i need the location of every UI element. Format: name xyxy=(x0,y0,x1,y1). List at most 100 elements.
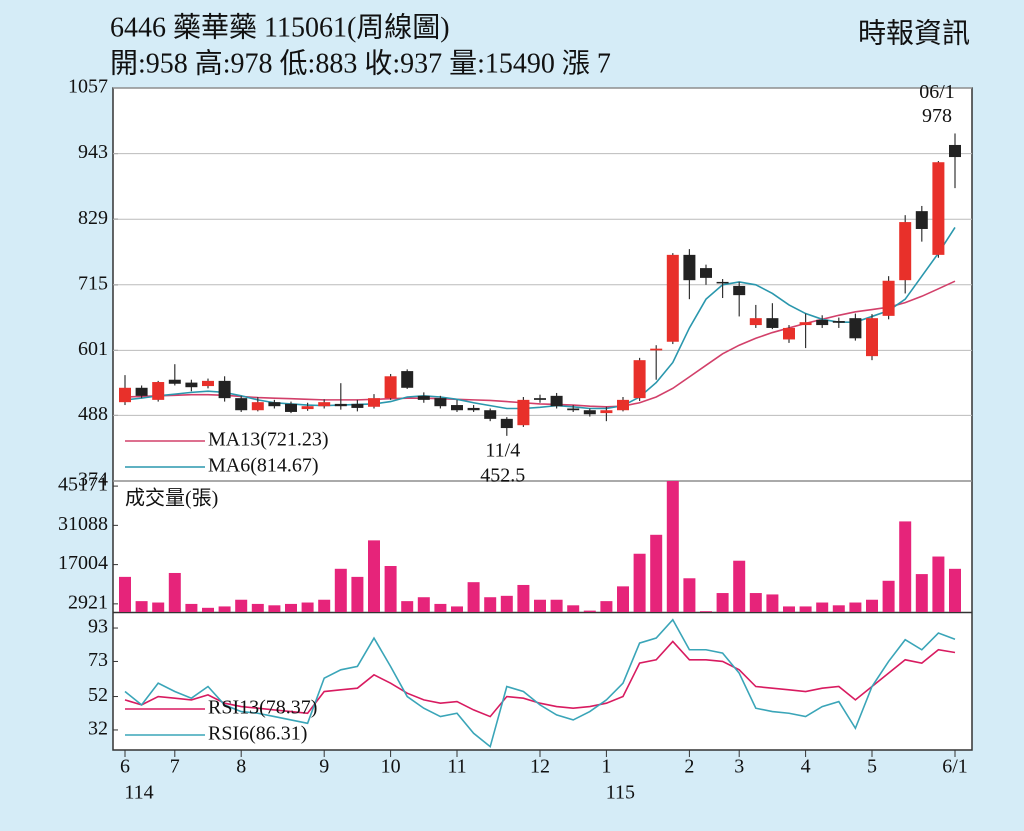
volume-bar xyxy=(168,572,181,612)
y-tick-label: 52 xyxy=(88,684,108,706)
volume-bar xyxy=(700,611,712,612)
volume-bar xyxy=(318,599,331,612)
volume-bar xyxy=(866,599,878,612)
volume-bar xyxy=(550,599,563,612)
candle-body xyxy=(517,399,530,426)
x-tick-label: 6 xyxy=(120,756,130,778)
candle-body xyxy=(168,379,181,384)
volume-bar xyxy=(899,521,912,612)
x-tick-label: 4 xyxy=(801,756,811,778)
x-tick-label: 2 xyxy=(684,756,694,778)
candle-body xyxy=(783,327,795,340)
volume-bar xyxy=(949,568,961,612)
y-tick-label: 715 xyxy=(78,272,108,294)
candle-body xyxy=(899,222,912,281)
candle-body xyxy=(401,371,414,388)
volume-bar xyxy=(650,534,663,612)
volume-bar xyxy=(401,601,414,612)
volume-bar xyxy=(251,603,264,612)
y-tick-label: 93 xyxy=(88,616,108,638)
volume-bar xyxy=(534,599,546,612)
source: 時報資訊 xyxy=(858,17,970,49)
y-tick-label: 488 xyxy=(78,403,108,425)
volume-bar xyxy=(683,578,696,612)
candle-body xyxy=(384,376,397,399)
candle-body xyxy=(683,254,696,281)
volume-bar xyxy=(849,602,862,612)
y-tick-label: 73 xyxy=(88,649,108,671)
volume-bar xyxy=(832,605,845,612)
line xyxy=(124,640,956,718)
quote: 開:958 高:978 低:883 收:937 量:15490 漲 7 xyxy=(110,47,611,79)
candle-body xyxy=(866,318,878,357)
candle-body xyxy=(849,318,862,339)
candle-body xyxy=(915,211,928,229)
candle-body xyxy=(749,318,762,326)
volume-bar xyxy=(334,568,347,612)
candle-body xyxy=(700,268,712,278)
volume-bar xyxy=(301,602,314,612)
candle-body xyxy=(467,407,480,411)
volume-bar xyxy=(617,586,629,612)
series-group xyxy=(124,618,956,749)
candle-body xyxy=(666,254,679,342)
y-tick-label: 17004 xyxy=(58,552,108,574)
y-tick-label: 374 xyxy=(78,469,108,491)
volume-bar xyxy=(783,606,795,612)
candle-body xyxy=(650,348,663,351)
volume-bar xyxy=(467,582,480,612)
candle-body xyxy=(135,387,148,396)
candle-body xyxy=(766,318,779,328)
candle-body xyxy=(152,382,165,400)
volume-bar xyxy=(882,580,895,612)
candle-body xyxy=(484,410,497,419)
legend-label: RSI13(78.37) xyxy=(208,697,317,719)
volume-bar xyxy=(119,576,131,612)
x-tick-label: 7 xyxy=(170,756,180,778)
candle-body xyxy=(733,285,746,296)
volume-bar xyxy=(600,601,613,612)
x-tick-label: 9 xyxy=(319,756,329,778)
legend-label: MA6(814.67) xyxy=(208,455,319,477)
x-year-label: 114 xyxy=(124,782,153,804)
volume-bar xyxy=(633,553,646,612)
volume-bar xyxy=(583,610,596,612)
volume-bar xyxy=(135,601,148,612)
volume-bar xyxy=(451,606,463,612)
y-tick-label: 2921 xyxy=(68,591,108,613)
volume-bar xyxy=(484,597,497,612)
candle-body xyxy=(932,162,945,255)
candle-body xyxy=(451,405,463,411)
line xyxy=(124,227,956,410)
bar-group xyxy=(119,481,961,612)
candle-body xyxy=(235,398,248,411)
candle-body xyxy=(617,399,629,411)
y-tick-label: 32 xyxy=(88,718,108,740)
x-year-label: 115 xyxy=(606,782,635,804)
x-tick-label: 10 xyxy=(381,756,401,778)
candle-body xyxy=(832,321,845,323)
candle-body xyxy=(799,322,812,326)
candle-body xyxy=(368,398,380,407)
volume-bar xyxy=(384,566,397,612)
volume-bar xyxy=(567,605,580,612)
volume-bar xyxy=(766,594,779,612)
candle-body xyxy=(567,408,580,411)
candle-body xyxy=(334,403,347,407)
annotation-date: 06/1 xyxy=(919,81,955,103)
volume-bar xyxy=(268,605,281,612)
volume-bar xyxy=(152,602,165,612)
volume-bar xyxy=(799,606,812,612)
volume-bar xyxy=(185,603,198,612)
candle-body xyxy=(716,281,729,284)
x-tick-label: 8 xyxy=(236,756,246,778)
candle-body xyxy=(185,382,198,388)
candle-body xyxy=(583,410,596,415)
volume-bar xyxy=(434,603,447,612)
volume-bar xyxy=(915,574,928,612)
volume-bar xyxy=(932,556,945,612)
candle-body xyxy=(318,402,331,407)
candle-body xyxy=(949,144,961,158)
